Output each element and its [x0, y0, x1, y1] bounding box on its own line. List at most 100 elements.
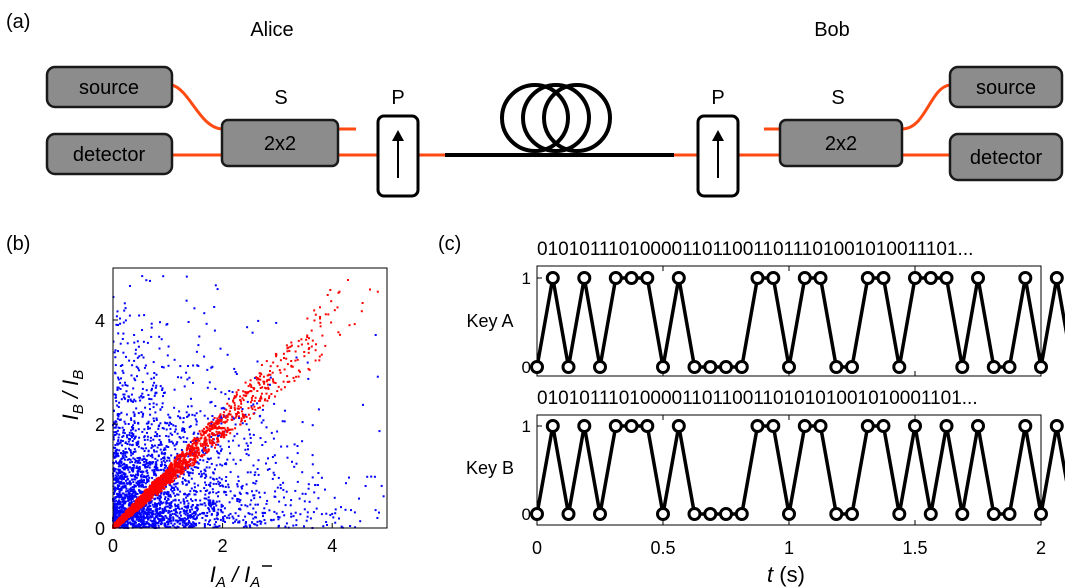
- scatter-point: [196, 507, 199, 510]
- scatter-point: [146, 513, 149, 516]
- scatter-point: [118, 470, 121, 473]
- scatter-point: [123, 507, 125, 510]
- scatter-point: [118, 488, 121, 491]
- scatter-point: [169, 432, 172, 435]
- scatter-point: [120, 460, 123, 463]
- scatter-point: [153, 473, 156, 476]
- scatter-point: [161, 484, 164, 487]
- scatter-point: [135, 365, 138, 368]
- scatter-point: [293, 443, 296, 446]
- scatter-point: [199, 455, 202, 458]
- scatter-point: [121, 436, 124, 438]
- scatter-point: [154, 505, 157, 508]
- scatter-point: [164, 491, 167, 494]
- scatter-point: [260, 364, 263, 366]
- scatter-point: [320, 513, 323, 516]
- scatter-point: [141, 485, 144, 488]
- scatter-point: [173, 430, 176, 433]
- scatter-point: [121, 364, 124, 367]
- bob-detector-box: [948, 132, 1064, 182]
- scatter-point: [128, 471, 131, 474]
- scatter-point: [251, 331, 254, 334]
- scatter-point: [192, 451, 195, 454]
- scatter-point: [208, 508, 210, 511]
- scatter-point: [249, 525, 251, 528]
- scatter-point: [122, 321, 125, 324]
- scatter-point: [237, 514, 240, 517]
- scatter-point: [250, 405, 253, 408]
- scatter-point: [330, 300, 333, 303]
- scatter-point: [119, 461, 122, 464]
- key-b-point: [734, 507, 749, 521]
- scatter-point: [161, 402, 164, 405]
- scatter-point: [148, 476, 151, 479]
- scatter-point: [186, 437, 189, 440]
- scatter-point: [165, 435, 168, 437]
- scatter-point: [252, 412, 255, 415]
- scatter-point: [318, 355, 321, 358]
- scatter-point: [282, 352, 285, 355]
- scatter-point: [266, 499, 269, 502]
- scatter-point: [207, 523, 209, 526]
- scatter-point: [197, 462, 200, 465]
- scatter-point: [245, 491, 248, 494]
- scatter-point: [297, 339, 300, 342]
- scatter-point: [130, 434, 133, 437]
- scatter-point: [217, 439, 219, 441]
- scatter-point: [296, 480, 299, 483]
- scatter-point: [283, 357, 285, 359]
- scatter-point: [197, 432, 200, 435]
- scatter-point: [233, 367, 236, 370]
- scatter-point: [205, 443, 208, 446]
- scatter-point: [382, 495, 385, 498]
- scatter-point: [147, 516, 150, 519]
- scatter-point: [196, 449, 199, 452]
- scatter-point: [222, 434, 225, 437]
- scatter-point: [132, 400, 134, 403]
- scatter-point: [118, 477, 121, 480]
- scatter-point: [194, 523, 197, 525]
- key-b-point: [687, 507, 702, 521]
- scatter-point: [239, 508, 242, 511]
- scatter-point: [169, 516, 172, 519]
- scatter-point: [208, 438, 211, 441]
- scatter-point: [122, 468, 125, 471]
- scatter-point: [132, 506, 135, 509]
- scatter-point: [148, 502, 151, 505]
- scatter-point: [303, 500, 306, 503]
- scatter-point: [180, 472, 183, 475]
- scatter-point: [128, 501, 131, 504]
- panel-a-label: (a): [6, 11, 30, 33]
- scatter-point: [129, 438, 131, 441]
- scatter-point: [190, 405, 193, 408]
- scatter-point: [188, 452, 191, 455]
- scatter-point: [138, 506, 141, 509]
- scatter-point: [153, 372, 156, 374]
- scatter-point: [133, 484, 136, 487]
- scatter-point: [296, 358, 299, 361]
- scatter-point: [239, 499, 242, 502]
- scatter-point: [129, 505, 132, 508]
- scatter-point: [140, 519, 143, 521]
- scatter-point: [237, 407, 240, 410]
- scatter-point: [199, 442, 202, 445]
- scatter-point: [117, 324, 119, 326]
- scatter-point: [169, 478, 171, 481]
- scatter-point: [147, 517, 150, 520]
- scatter-point: [184, 510, 187, 513]
- scatter-point: [149, 413, 152, 416]
- scatter-point: [374, 334, 377, 336]
- scatter-point: [185, 511, 188, 514]
- scatter-point: [187, 465, 189, 468]
- scatter-point: [153, 420, 156, 422]
- scatter-point: [127, 497, 130, 500]
- scatter-point: [136, 460, 139, 463]
- scatter-point: [169, 525, 172, 528]
- scatter-point: [223, 507, 226, 510]
- scatter-point: [195, 420, 198, 423]
- scatter-point: [283, 514, 286, 517]
- scatter-point: [136, 497, 139, 500]
- key-b-ytick-label: 1: [522, 417, 531, 436]
- scatter-point: [182, 461, 185, 464]
- scatter-point: [173, 459, 176, 462]
